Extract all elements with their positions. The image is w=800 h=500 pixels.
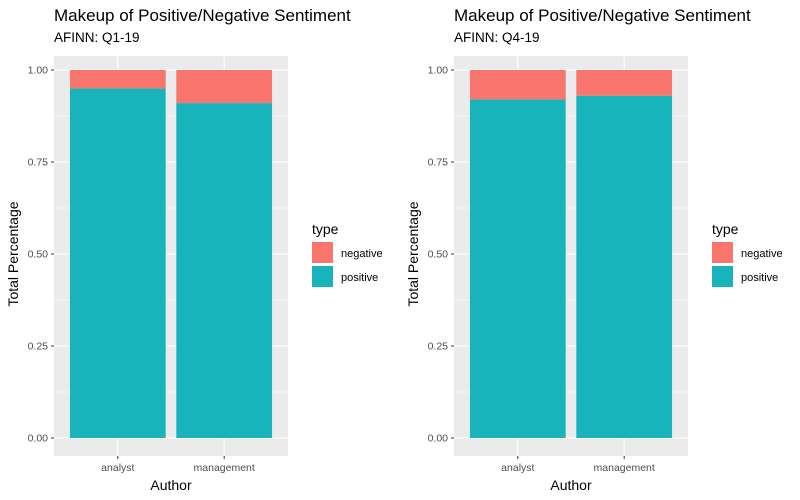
bar-positive-management [176, 103, 273, 439]
bar-negative-management [576, 70, 673, 96]
bars [469, 70, 673, 438]
legend-title: type [312, 221, 339, 237]
chart-title: Makeup of Positive/Negative Sentiment [54, 6, 351, 25]
y-tick-label: 0.25 [428, 341, 449, 353]
legend-label-positive: positive [741, 272, 778, 284]
y-axis-title: Total Percentage [5, 201, 21, 306]
legend: type negative positive [312, 221, 383, 287]
y-axis-ticks: 0.00 0.25 0.50 0.75 1.00 [28, 65, 54, 445]
bar-negative-analyst [469, 70, 566, 100]
legend-label-negative: negative [741, 248, 783, 260]
y-tick-label: 0.25 [28, 341, 49, 353]
x-tick-label-management: management [194, 462, 255, 474]
legend-label-negative: negative [341, 248, 383, 260]
legend-label-positive: positive [341, 272, 378, 284]
bars [69, 70, 273, 439]
y-tick-label: 0.75 [428, 157, 449, 169]
legend-key-negative [712, 242, 733, 263]
chart-subtitle: AFINN: Q4-19 [454, 30, 540, 45]
x-axis-ticks: analyst management [501, 456, 655, 474]
x-tick-label-management: management [594, 462, 655, 474]
y-tick-label: 1.00 [428, 65, 449, 77]
y-tick-label: 0.00 [428, 433, 449, 445]
y-tick-label: 0.00 [28, 433, 49, 445]
legend-key-negative [312, 242, 333, 263]
legend-key-positive [712, 266, 733, 287]
y-tick-label: 0.50 [428, 249, 449, 261]
legend-title: type [712, 221, 739, 237]
y-tick-label: 0.50 [28, 249, 49, 261]
legend: type negative positive [712, 221, 783, 287]
x-axis-title: Author [150, 477, 192, 493]
bar-positive-analyst [69, 88, 166, 439]
x-axis-title: Author [550, 477, 592, 493]
x-tick-label-analyst: analyst [501, 462, 534, 474]
y-tick-label: 0.75 [28, 157, 49, 169]
bar-negative-management [176, 70, 273, 104]
y-axis-ticks: 0.00 0.25 0.50 0.75 1.00 [428, 65, 454, 445]
chart-title: Makeup of Positive/Negative Sentiment [454, 6, 751, 25]
y-axis-title: Total Percentage [405, 201, 421, 306]
chart-q4-19: Makeup of Positive/Negative Sentiment AF… [405, 6, 783, 493]
x-axis-ticks: analyst management [101, 456, 255, 474]
x-tick-label-analyst: analyst [101, 462, 134, 474]
chart-q1-19: Makeup of Positive/Negative Sentiment AF… [5, 6, 383, 493]
chart-subtitle: AFINN: Q1-19 [54, 30, 140, 45]
bar-positive-management [576, 95, 673, 438]
bar-positive-analyst [469, 99, 566, 438]
legend-key-positive [312, 266, 333, 287]
bar-negative-analyst [69, 70, 166, 89]
y-tick-label: 1.00 [28, 65, 49, 77]
